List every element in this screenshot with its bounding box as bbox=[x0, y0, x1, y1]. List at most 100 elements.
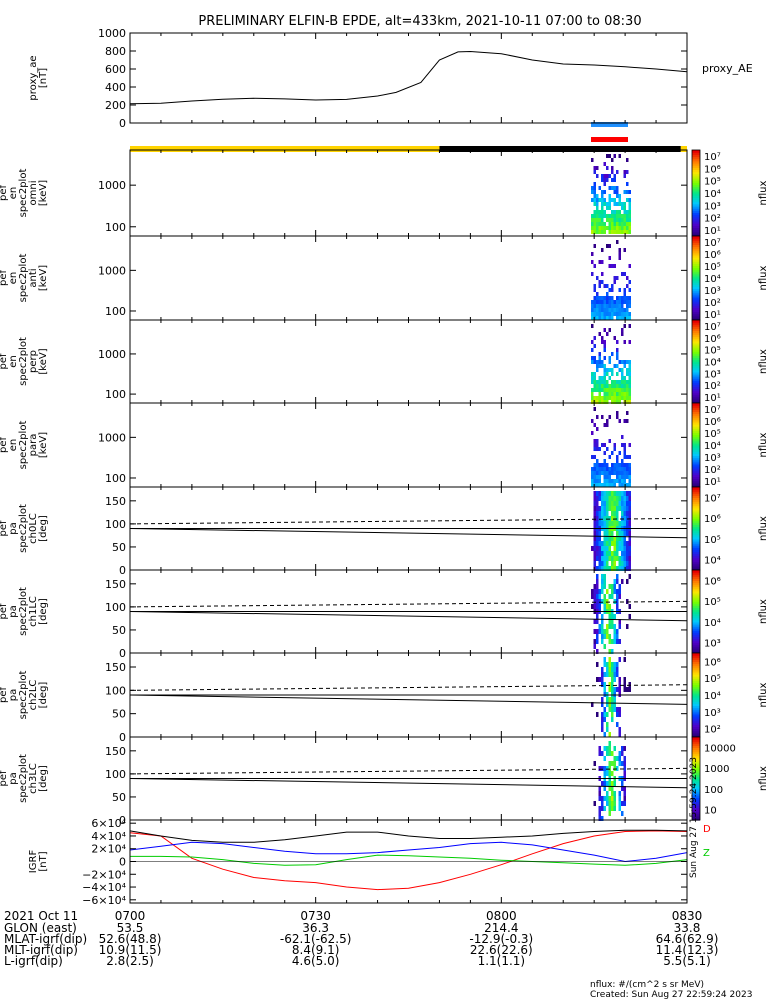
spectrogram-cell bbox=[618, 300, 621, 304]
spectrogram-cell bbox=[613, 551, 616, 556]
spectrogram-cell bbox=[601, 751, 604, 756]
spectrogram-cell bbox=[616, 459, 619, 463]
spectrogram-cell bbox=[603, 766, 606, 771]
spectrogram-cell bbox=[598, 751, 601, 756]
spectrogram-cell bbox=[618, 624, 621, 629]
spectrogram-cell bbox=[608, 531, 611, 536]
colorbar-step bbox=[692, 478, 700, 482]
side-stamp: Sun Aug 27 15:59:24 2023 bbox=[689, 757, 699, 878]
colorbar-step bbox=[692, 367, 700, 371]
spectrogram-cell bbox=[613, 380, 616, 384]
spectrogram-cell bbox=[618, 707, 621, 712]
y-axis-label-line: [nT] bbox=[38, 851, 49, 871]
ephemeris-value: 11.4(12.3) bbox=[656, 943, 719, 957]
spectrogram-cell bbox=[606, 244, 609, 248]
colorbar-step bbox=[692, 632, 700, 635]
spectrogram-cell bbox=[623, 292, 626, 296]
spectrogram-cell bbox=[613, 697, 616, 702]
spectrogram-cell bbox=[606, 380, 609, 384]
colorbar-tick-label: 10⁴ bbox=[704, 556, 721, 567]
spectrogram-cell bbox=[611, 536, 614, 541]
spectrogram-cell bbox=[618, 198, 621, 202]
spectrogram-cell bbox=[611, 226, 614, 230]
spectrogram-cell bbox=[593, 541, 596, 546]
spectrogram-cell bbox=[628, 455, 631, 459]
spectrogram-cell bbox=[628, 364, 631, 368]
spectrogram-cell bbox=[621, 501, 624, 506]
spectrogram-cell bbox=[626, 411, 629, 415]
colorbar-step bbox=[692, 365, 700, 369]
colorbar-step bbox=[692, 267, 700, 271]
colorbar-tick-label: 1000 bbox=[704, 764, 729, 775]
spectrogram-cell bbox=[618, 536, 621, 541]
spectrogram-cell bbox=[618, 304, 621, 308]
colorbar-step bbox=[692, 743, 700, 746]
ephemeris-row-label: GLON (east) bbox=[4, 921, 77, 935]
spectrogram-cell bbox=[626, 541, 629, 546]
spectrogram-cell bbox=[618, 202, 621, 206]
spectrogram-cell bbox=[593, 230, 596, 234]
spectrogram-cell bbox=[616, 304, 619, 308]
spectrogram-cell bbox=[591, 186, 594, 190]
spectrogram-cell bbox=[601, 467, 604, 471]
spectrogram-cell bbox=[593, 639, 596, 644]
igrf-end-label-z: Z bbox=[703, 848, 710, 859]
spectrogram-cell bbox=[601, 672, 604, 677]
y-tick-label: 0 bbox=[119, 564, 126, 577]
spectrogram-cell bbox=[621, 392, 624, 396]
colorbar-step bbox=[692, 791, 700, 794]
spectrogram-cell bbox=[601, 471, 604, 475]
spectrogram-cell bbox=[616, 672, 619, 677]
spectrogram-cell bbox=[606, 496, 609, 501]
spectrogram-cell bbox=[593, 312, 596, 316]
spectrogram-cell bbox=[593, 521, 596, 526]
y-axis-label-line: [keV] bbox=[38, 348, 49, 374]
spectrogram-cell bbox=[608, 202, 611, 206]
spectrogram-cell bbox=[621, 531, 624, 536]
spectrogram-cell bbox=[606, 604, 609, 609]
colorbar-step bbox=[692, 518, 700, 521]
colorbar-label: nflux bbox=[758, 265, 769, 290]
red-segment-marker bbox=[591, 137, 628, 142]
field-aligned-line bbox=[129, 600, 688, 608]
spectrogram-cell bbox=[593, 556, 596, 561]
spectrogram-cell bbox=[608, 662, 611, 667]
spectrogram-cell bbox=[598, 541, 601, 546]
spectrogram-cell bbox=[621, 218, 624, 222]
colorbar-step bbox=[692, 669, 700, 673]
spectrogram-cell bbox=[623, 272, 626, 276]
colorbar-step bbox=[692, 415, 700, 419]
spectrogram-cell bbox=[593, 284, 596, 288]
spectrogram-cell bbox=[628, 206, 631, 210]
spectrogram-cell bbox=[593, 599, 596, 604]
spectrogram-cell bbox=[591, 392, 594, 396]
spectrogram-cell bbox=[613, 336, 616, 340]
spectrogram-cell bbox=[613, 516, 616, 521]
y-tick-label: 150 bbox=[105, 661, 126, 674]
spectrogram-cell bbox=[593, 506, 596, 511]
spectrogram-cell bbox=[623, 531, 626, 536]
spectrogram-cell bbox=[593, 447, 596, 451]
spectrogram-cell bbox=[613, 384, 616, 388]
spectrogram-cell bbox=[623, 447, 626, 451]
colorbar-step bbox=[692, 197, 700, 201]
spectrogram-cell bbox=[596, 483, 599, 487]
spectrogram-cell bbox=[616, 392, 619, 396]
spectrogram-cell bbox=[618, 566, 621, 571]
colorbar-step bbox=[692, 445, 700, 448]
spectrogram-cell bbox=[593, 316, 596, 320]
spectrogram-cell bbox=[616, 352, 619, 356]
spectrogram-cell bbox=[611, 170, 614, 174]
spectrogram-cell bbox=[626, 419, 629, 423]
y-tick-label: 1000 bbox=[98, 27, 126, 40]
spectrogram-cell bbox=[623, 687, 626, 692]
spectrogram-cell bbox=[626, 384, 629, 388]
spectrogram-cell bbox=[616, 491, 619, 496]
spectrogram-cell bbox=[608, 226, 611, 230]
spectrogram-cell bbox=[601, 541, 604, 546]
spectrogram-cell bbox=[598, 796, 601, 801]
colorbar-step bbox=[692, 248, 700, 252]
colorbar-step bbox=[692, 716, 700, 719]
ephemeris-value: 36.3 bbox=[302, 921, 329, 935]
colorbar-step bbox=[692, 342, 700, 346]
